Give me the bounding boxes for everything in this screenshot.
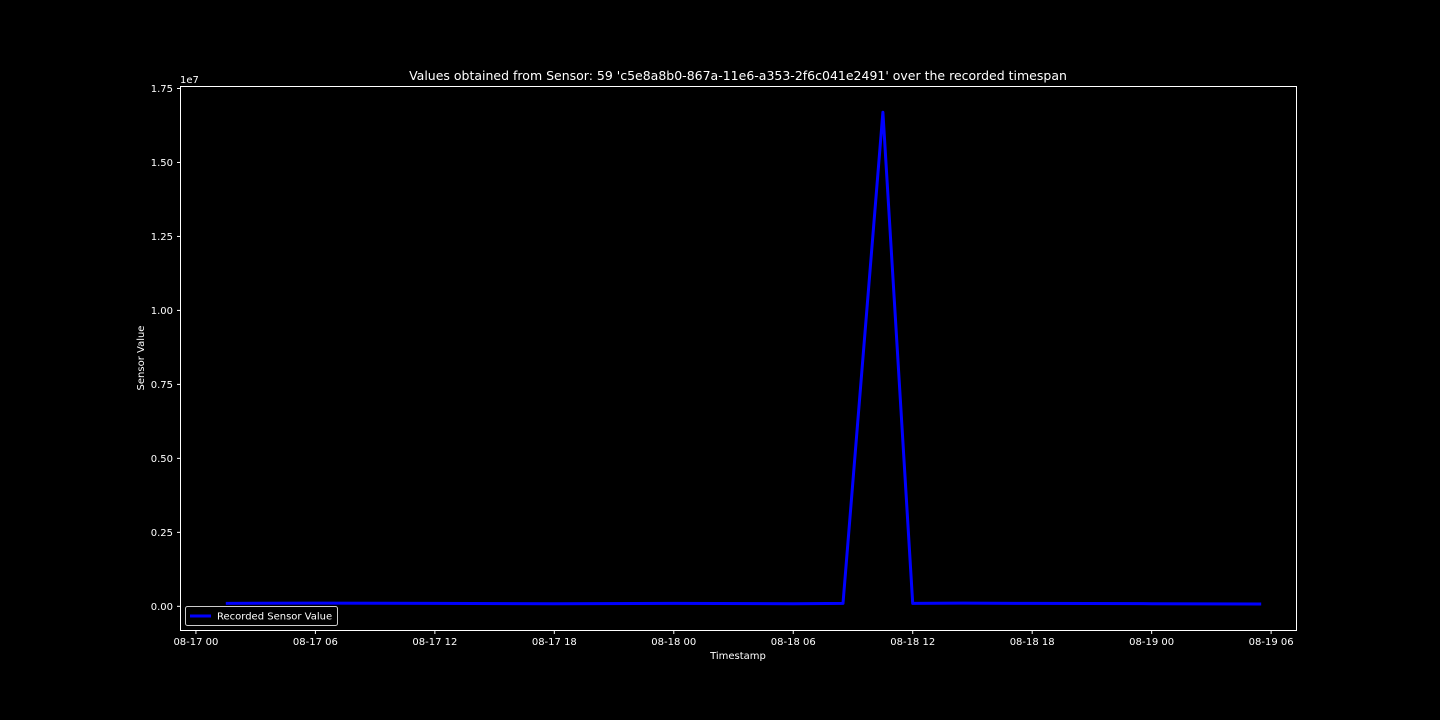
legend: Recorded Sensor Value — [185, 606, 338, 626]
legend-label: Recorded Sensor Value — [217, 612, 332, 623]
y-tick-label: 1.75 — [151, 84, 173, 95]
x-tick-label: 08-17 18 — [532, 637, 577, 648]
y-tick-label: 1.25 — [151, 232, 173, 243]
x-tick-label: 08-18 18 — [1010, 637, 1055, 648]
y-axis-offset-label: 1e7 — [180, 75, 199, 86]
x-tick-label: 08-18 00 — [651, 637, 696, 648]
x-axis-ticks: 08-17 00 08-17 06 08-17 12 08-17 18 08-18 00… — [173, 630, 1294, 648]
axes-frame — [180, 86, 1297, 631]
x-tick-label: 08-18 12 — [890, 637, 935, 648]
plot-area — [225, 110, 1262, 606]
y-axis-ticks: 0.00 0.25 0.50 0.75 1.00 1.25 1.50 1.75 — [151, 84, 181, 613]
legend-box — [185, 606, 338, 626]
y-tick-label: 0.00 — [151, 602, 173, 613]
y-axis-label: Sensor Value — [136, 326, 147, 391]
series-line-recorded-sensor-value — [225, 110, 1262, 606]
x-tick-label: 08-19 00 — [1129, 637, 1174, 648]
y-tick-label: 1.00 — [151, 306, 173, 317]
chart-title: Values obtained from Sensor: 59 'c5e8a8b… — [409, 68, 1067, 83]
y-tick-label: 0.50 — [151, 454, 173, 465]
x-axis-label: Timestamp — [709, 651, 766, 662]
x-tick-label: 08-17 12 — [412, 637, 457, 648]
x-tick-label: 08-17 00 — [173, 637, 218, 648]
x-tick-label: 08-17 06 — [293, 637, 338, 648]
y-tick-label: 0.25 — [151, 528, 173, 539]
y-tick-label: 1.50 — [151, 158, 173, 169]
x-tick-label: 08-19 06 — [1249, 637, 1294, 648]
y-tick-label: 0.75 — [151, 380, 173, 391]
x-tick-label: 08-18 06 — [771, 637, 816, 648]
